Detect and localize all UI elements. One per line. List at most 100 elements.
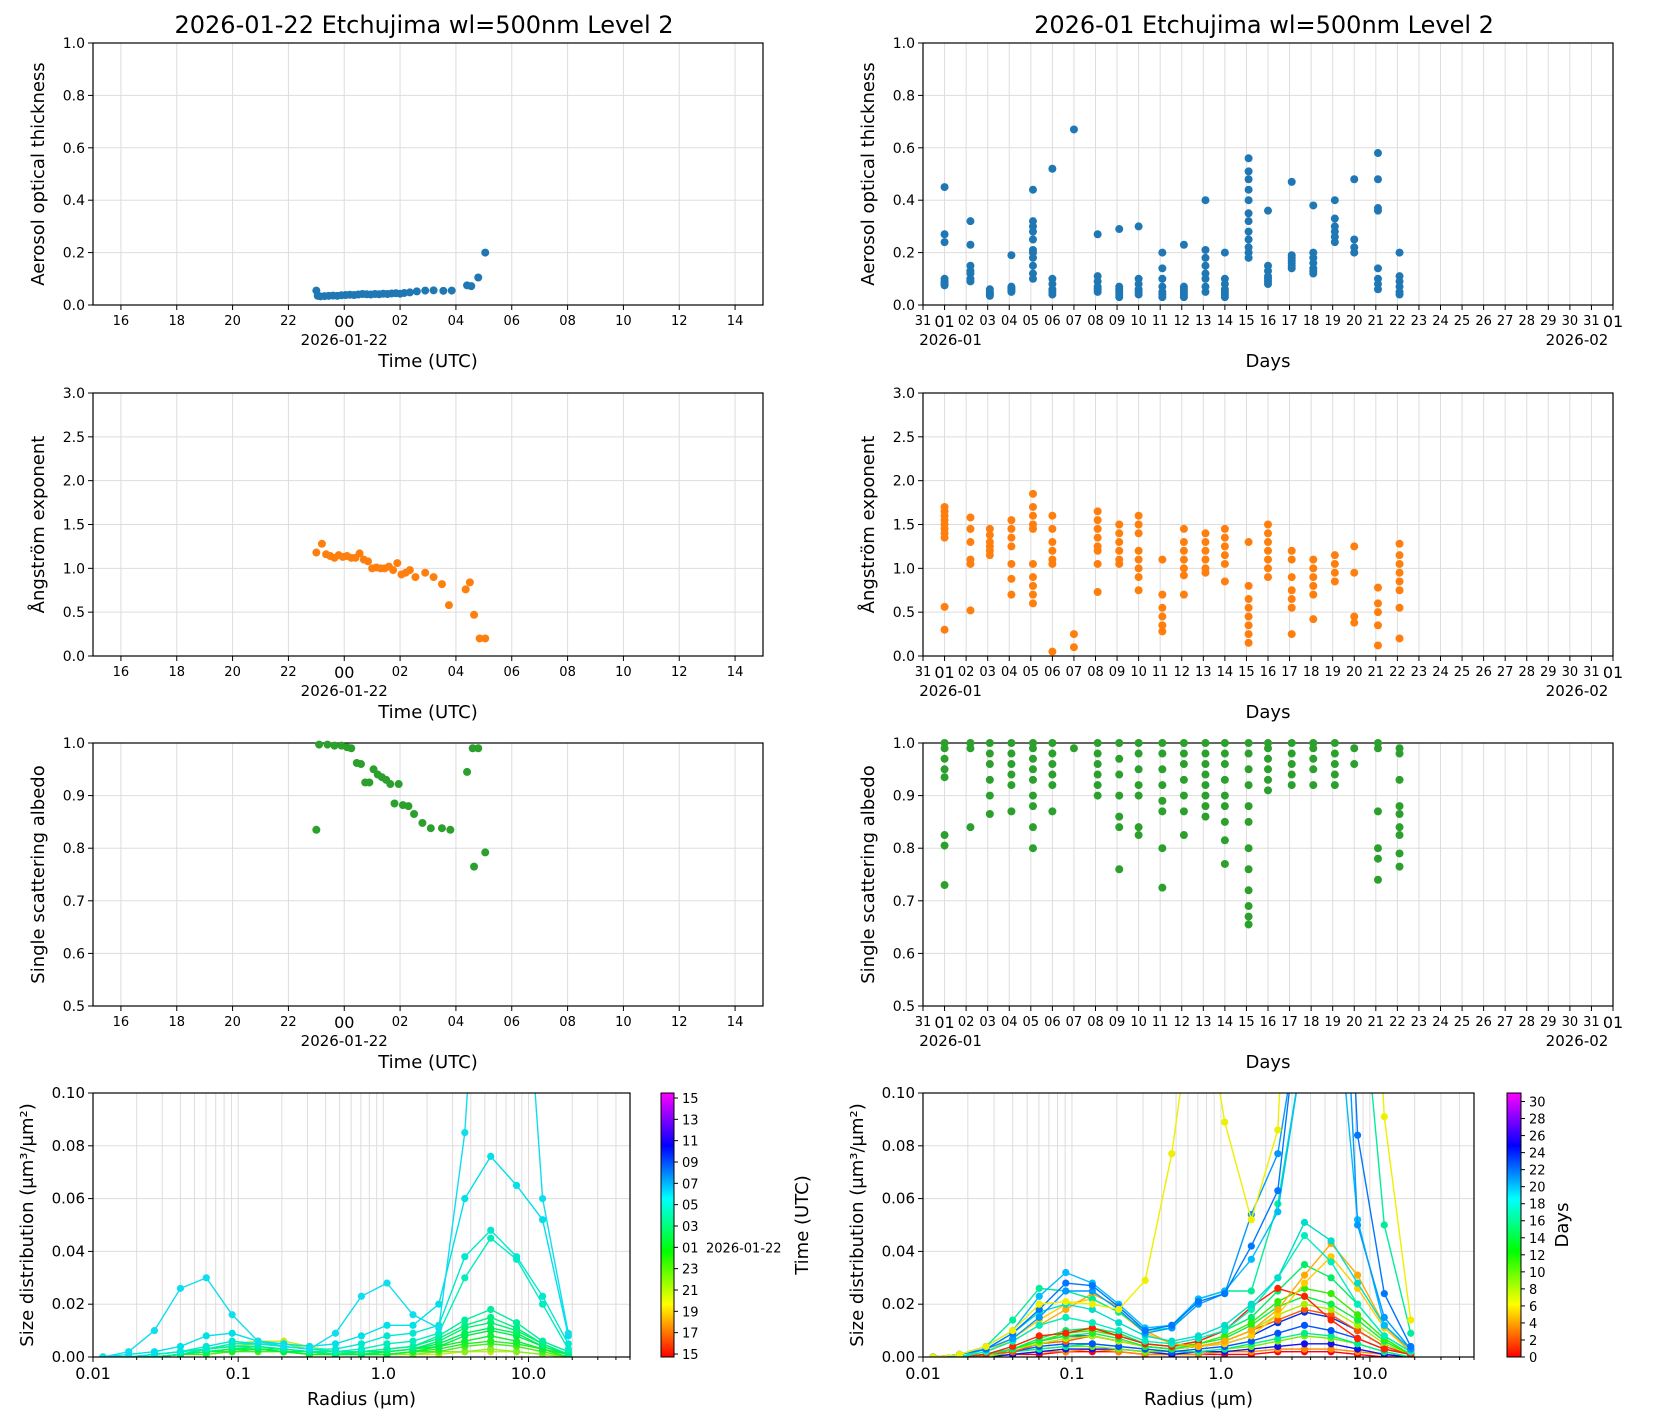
x-tick-label: 00 [334,1013,354,1032]
data-point [447,286,456,295]
y-tick-label: 1.0 [893,36,915,52]
series-point [538,1195,547,1203]
series-point [1247,1300,1255,1308]
series-point [1300,1340,1309,1348]
series-point [1247,1327,1255,1335]
series-point [1115,1342,1123,1351]
data-point [437,580,446,589]
series-point [1300,1279,1309,1287]
y-tick-label: 0.6 [63,946,85,962]
data-point [1007,287,1016,296]
data-point [1264,573,1272,582]
series-point [1088,1282,1096,1290]
y-tick-label: 0.7 [63,894,85,910]
right-column-title: 2026-01 Etchujima wl=500nm Level 2 [1034,11,1494,39]
series-point [1062,1313,1070,1321]
data-point [1115,520,1124,529]
data-point [1220,248,1229,257]
data-point [1264,786,1272,795]
y-tick-label: 0.4 [893,193,915,209]
series-point [487,1152,495,1160]
series-point [1380,1345,1388,1353]
data-point [1179,739,1188,747]
data-point [1048,647,1057,656]
daily-colorbar: 15 17 19 21 23 01 03 05 07 09 11 13 15 2026-01-22 Time… [660,1092,813,1363]
data-point [1134,520,1143,529]
x-tick-label: 09 [1109,314,1126,329]
series-point [1353,1345,1362,1353]
series-line [933,1093,1412,1357]
data-point [1220,760,1229,769]
y-tick-label: 0.9 [63,789,85,805]
x-tick-label: 16 [113,1015,130,1030]
data-point [1134,781,1143,790]
x-tick-label: 21 [1368,314,1385,329]
data-point [1048,164,1057,173]
x-tick-label: 27 [1497,314,1514,329]
colorbar-tick-label: 07 [682,1177,699,1192]
data-point [985,524,994,533]
series-point [1274,1297,1282,1306]
colorbar-tick-label: 09 [682,1156,699,1171]
series-point [1141,1327,1149,1335]
data-point [418,818,427,827]
x-tick-label: 04 [448,665,465,680]
data-point [1395,586,1404,595]
data-point [1287,739,1296,747]
data-point [1158,749,1167,758]
data-point [1134,529,1143,538]
data-point [1244,167,1253,176]
data-point [1201,739,1210,747]
series-point [383,1279,391,1287]
data-point [1028,261,1037,270]
x-tick-label: 0.1 [1059,1364,1084,1383]
series-point [461,1274,469,1282]
x-tick-label: 05 [1023,1015,1040,1030]
data-point [985,739,994,747]
y-tick-label: 0.00 [52,1348,85,1366]
series-point [1221,1118,1229,1126]
data-point [1373,608,1382,617]
x-tick-label: 26 [1475,314,1492,329]
colorbar-tick-label: 18 [1529,1198,1546,1213]
plot-frame [92,742,764,1007]
series-point [1088,1305,1096,1314]
series-point [1327,1316,1335,1324]
data-point [1201,802,1210,811]
data-point [1028,524,1037,533]
data-point [1395,634,1404,643]
y-tick-label: 0.0 [63,649,85,665]
y-tick-label: 0.5 [893,605,915,621]
data-point [1028,559,1037,568]
data-point [1287,573,1296,582]
x-tick-label: 18 [168,665,185,680]
data-point [1134,555,1143,564]
data-point [481,634,490,643]
data-point [1309,269,1318,278]
x-axis-label: Days [1246,702,1291,723]
plot-frame [922,392,1614,657]
x-tick-label: 11 [1152,1015,1169,1030]
y-tick-label: 0.5 [63,999,85,1015]
data-point [1028,744,1037,753]
y-axis-label: Aerosol optical thickness [28,62,49,285]
series-point [1115,1319,1123,1327]
data-point [1158,627,1167,636]
x-tick-label: 02 [392,1015,409,1030]
y-tick-label: 0.7 [893,894,915,910]
y-tick-label: 0.08 [52,1137,85,1155]
x-tick-label: 25 [1454,314,1471,329]
data-point [940,773,949,782]
series-point [1327,1345,1335,1353]
data-point [1115,559,1124,568]
data-point [1134,831,1143,840]
data-point [940,841,949,850]
y-tick-label: 2.0 [63,474,85,490]
data-point [940,183,949,192]
data-point [1201,760,1210,769]
x-tick-label: 19 [1324,665,1341,680]
data-point [1179,538,1188,547]
x-tick-label: 01 [934,663,954,682]
data-point [1350,248,1359,257]
